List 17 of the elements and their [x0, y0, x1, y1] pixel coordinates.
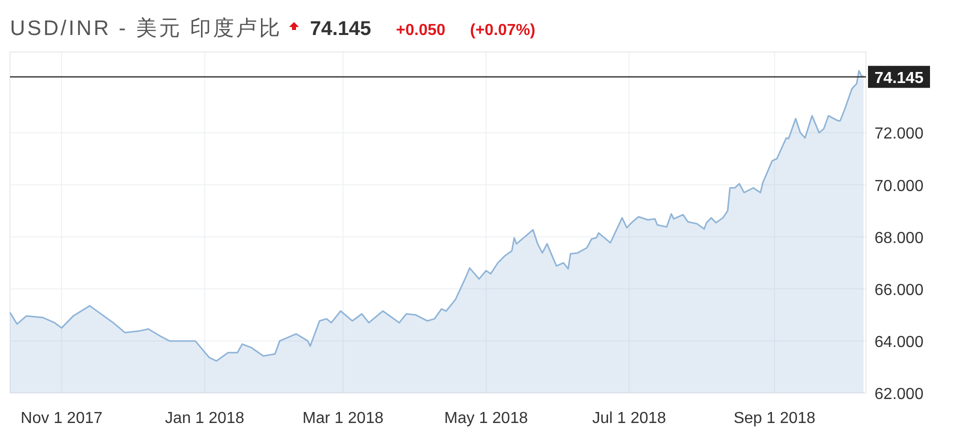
y-tick-label: 66.000	[874, 282, 924, 299]
y-tick-label: 64.000	[874, 334, 924, 351]
x-tick-label: Mar 1 2018	[302, 410, 384, 427]
y-tick-label: 68.000	[874, 230, 924, 247]
y-tick-label: 62.000	[874, 386, 924, 403]
x-tick-label: Nov 1 2017	[20, 410, 103, 427]
x-tick-label: Jan 1 2018	[165, 410, 244, 427]
text: +0.050	[396, 22, 446, 39]
ref-line-label: 74.145	[874, 70, 924, 87]
y-tick-label: 70.000	[874, 178, 924, 195]
chart-title: USD/INR - 美元 印度卢比	[10, 17, 280, 40]
x-tick-label: May 1 2018	[444, 410, 528, 427]
text: 74.145	[310, 18, 372, 40]
y-tick-label: 72.000	[874, 126, 924, 143]
x-tick-label: Sep 1 2018	[734, 410, 816, 427]
x-tick-label: Jul 1 2018	[592, 410, 666, 427]
text: (+0.07%)	[470, 22, 536, 39]
